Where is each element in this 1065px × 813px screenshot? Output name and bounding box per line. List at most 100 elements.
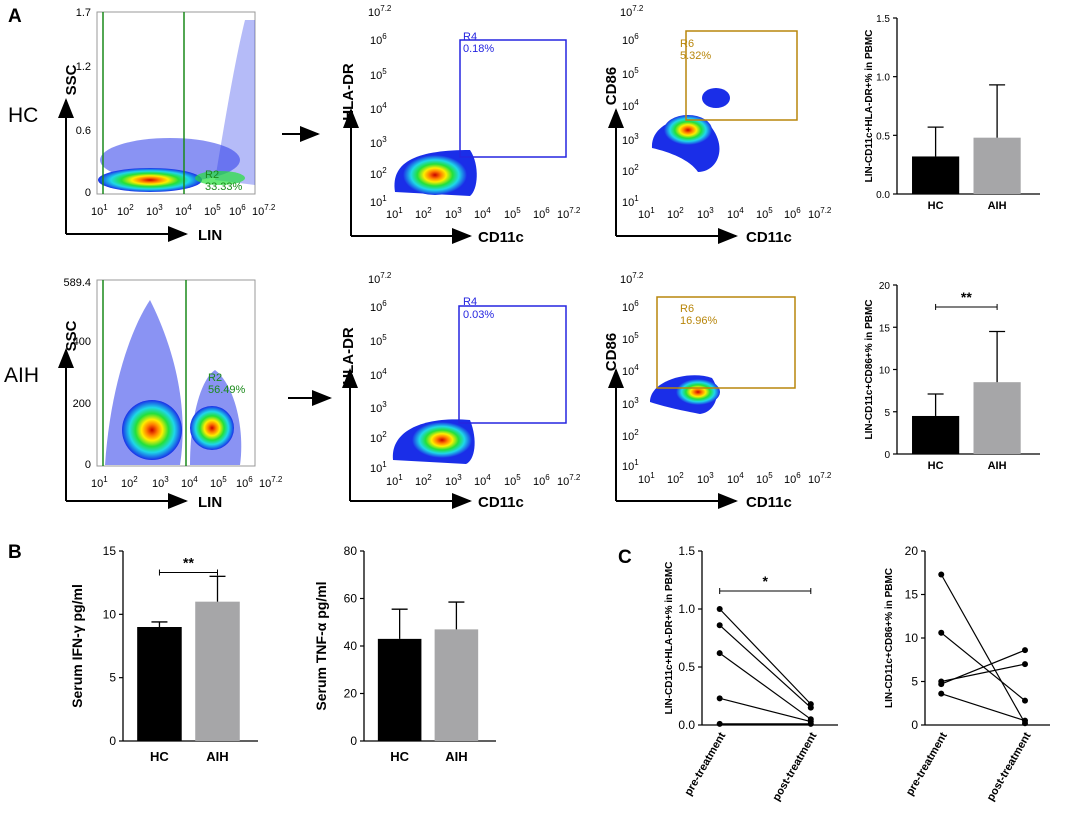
svg-text:103: 103 (697, 471, 714, 486)
data-point (938, 681, 945, 688)
gate-name-aih-r2: R2 (208, 372, 222, 384)
y-tick-label: 40 (344, 639, 358, 653)
series-line (941, 649, 1026, 685)
gate-name-aih-r6: R6 (680, 303, 694, 315)
gate-name-hc-r6: R6 (680, 38, 694, 50)
svg-text:105: 105 (504, 206, 521, 221)
svg-text:103: 103 (370, 135, 387, 150)
chart-C_right: 0 5 10 15 20 LIN-CD11c+CD86+% in PBMC pre-trea… (884, 544, 1050, 803)
axis-label-cd11c-hc-2: CD11c (746, 229, 792, 246)
y-tick-label: 60 (344, 592, 358, 606)
y-tick-label: 1.0 (876, 73, 890, 84)
bar-aih (195, 601, 240, 741)
svg-text:102: 102 (121, 475, 138, 490)
svg-text:106: 106 (370, 299, 387, 314)
x-tick-label: post-treatment (770, 730, 819, 803)
data-point (716, 720, 723, 727)
svg-text:107.2: 107.2 (252, 203, 276, 218)
chart-B_right: 0 20 40 60 80 Serum TNF-α pg/ml HC AIH (313, 544, 496, 764)
log-ticks-x: 101 102 103 104 105 106 107.2 (386, 206, 581, 221)
axis-label-ssc-hc: SSC (63, 64, 80, 95)
bar-hc (912, 415, 960, 454)
svg-text:101: 101 (386, 473, 403, 488)
svg-text:104: 104 (727, 471, 744, 486)
log-ticks-y: 107.2 106 105 104 103 102 101 (620, 4, 644, 209)
y-tick-label: 1.5 (876, 14, 890, 25)
svg-text:105: 105 (756, 206, 773, 221)
x-tick-label: HC (150, 749, 169, 764)
svg-text:104: 104 (370, 367, 387, 382)
gate-pct-aih-r2: 56.49% (208, 384, 246, 396)
svg-text:102: 102 (622, 428, 639, 443)
svg-text:106: 106 (784, 206, 801, 221)
axis-label-cd11c-aih-1: CD11c (478, 494, 524, 511)
row-label-aih: AIH (4, 364, 39, 387)
svg-text:107.2: 107.2 (620, 271, 644, 286)
cell-density-hc-ssc (98, 20, 255, 192)
svg-text:107.2: 107.2 (557, 473, 581, 488)
x-tick-label: HC (928, 200, 944, 212)
significance-marker: ** (183, 555, 194, 571)
log-ticks-y: 107.2 106 105 104 103 102 101 (368, 271, 392, 475)
y-tick-label: 15 (879, 323, 891, 334)
y-tick-label: 1.0 (678, 602, 695, 616)
axis-label-hla-aih: HLA-DR (340, 327, 357, 385)
cell-density-aih-ssc (105, 300, 242, 465)
bar-aih (973, 137, 1021, 194)
svg-text:105: 105 (622, 331, 639, 346)
y-tick-label: 15 (905, 588, 919, 602)
tick-label: 589.4 (63, 277, 91, 289)
svg-text:102: 102 (370, 166, 387, 181)
panel-label-c: C (618, 547, 632, 568)
svg-text:105: 105 (210, 475, 227, 490)
flow-plot-aih-cd86: R6 16.96% 107.2 106 105 104 103 102 101 … (603, 271, 832, 511)
series-line (719, 624, 812, 709)
svg-text:107.2: 107.2 (259, 475, 283, 490)
chart-B_left: 0 5 10 15 Serum IFN-γ pg/ml HC AIH ** (69, 544, 258, 764)
svg-text:101: 101 (638, 471, 655, 486)
y-tick-label: 5 (911, 675, 918, 689)
svg-text:102: 102 (117, 203, 134, 218)
svg-text:101: 101 (370, 194, 387, 209)
svg-text:101: 101 (91, 475, 108, 490)
svg-text:107.2: 107.2 (368, 271, 392, 286)
tick-label: 400 (73, 336, 91, 348)
log-ticks-y: 107.2 106 105 104 103 102 101 (620, 271, 644, 473)
svg-text:105: 105 (370, 333, 387, 348)
y-tick-label: 10 (905, 631, 919, 645)
gate-pct-hc-r2: 33.33% (205, 181, 243, 193)
bar-hc (137, 627, 182, 741)
gate-name-hc-r4: R4 (463, 31, 477, 43)
x-tick-label: AIH (988, 200, 1007, 212)
data-point (938, 690, 945, 697)
gate-pct-aih-r4: 0.03% (463, 309, 494, 321)
gate-pct-aih-r6: 16.96% (680, 315, 718, 327)
x-tick-label: AIH (988, 460, 1007, 472)
data-point (807, 720, 814, 727)
svg-text:107.2: 107.2 (368, 4, 392, 19)
chart-A_bottom: 0 5 10 15 20 LIN-CD11c+CD86+% in PBMC HC AIH ** (864, 281, 1040, 472)
svg-text:104: 104 (622, 363, 639, 378)
y-tick-label: 20 (344, 687, 358, 701)
data-point (716, 606, 723, 612)
svg-text:106: 106 (236, 475, 253, 490)
data-point (1022, 697, 1028, 704)
log-ticks-y: 107.2 106 105 104 103 102 101 (368, 4, 392, 209)
y-tick-label: 0 (109, 734, 116, 748)
flow-plot-aih-ssc-lin: R2 56.49% 589.4 400 200 0 101 102 103 10… (58, 277, 283, 511)
tick-label: 0.6 (76, 125, 91, 137)
svg-text:101: 101 (386, 206, 403, 221)
data-point (1022, 647, 1028, 654)
data-point (938, 629, 945, 636)
svg-text:106: 106 (622, 299, 639, 314)
x-tick-label: AIH (445, 749, 467, 764)
axis-label-cd11c-aih-2: CD11c (746, 494, 792, 511)
flow-plot-hc-ssc-lin: R2 33.33% 1.7 1.2 0.6 0 101 102 103 104 … (58, 7, 276, 244)
y-axis-label: Serum IFN-γ pg/ml (69, 584, 85, 708)
x-tick-label: HC (928, 460, 944, 472)
data-point (1022, 717, 1028, 724)
y-tick-label: 80 (344, 544, 358, 558)
data-point (716, 622, 723, 629)
y-tick-label: 15 (103, 544, 117, 558)
svg-text:101: 101 (370, 460, 387, 475)
